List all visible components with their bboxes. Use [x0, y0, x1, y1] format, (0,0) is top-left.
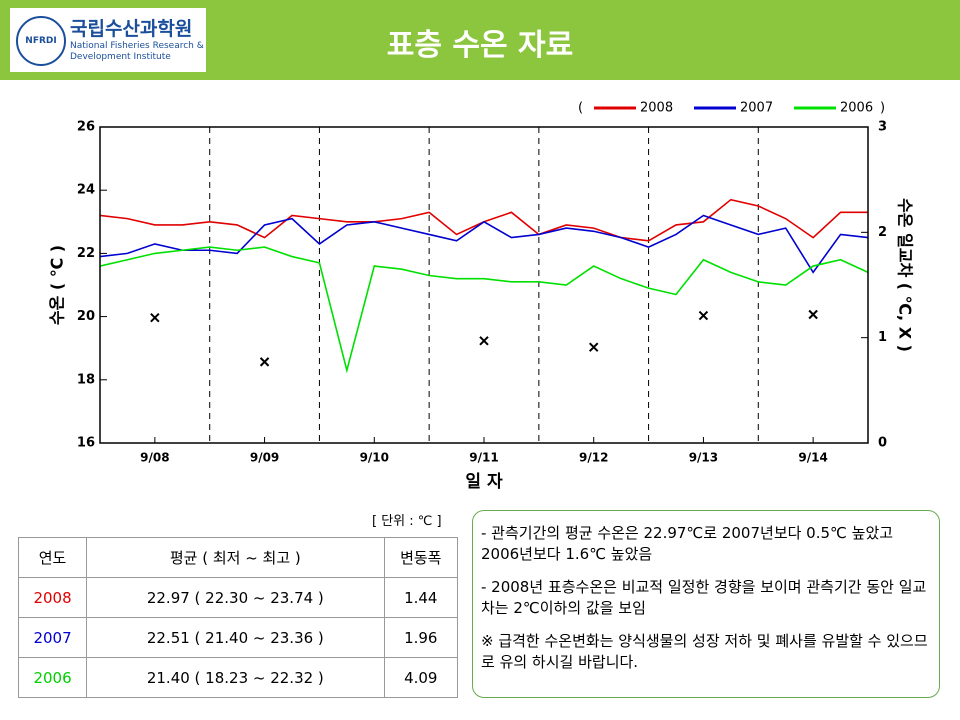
x-axis-label: 일 자 — [465, 472, 503, 492]
table-row: 2006 21.40 ( 18.23 ~ 22.32 ) 4.09 — [17, 657, 459, 698]
range-marker — [150, 312, 160, 323]
y2-tick-label: 3 — [878, 120, 887, 135]
legend-label: 2008 — [640, 101, 673, 116]
summary-table: 연도 평균 ( 최저 ~ 최고 ) 변동폭 2008 22.97 ( 22.30 ~ 2… — [17, 537, 459, 698]
legend-label: 2007 — [740, 101, 773, 116]
table-cell: 1.44 — [383, 577, 459, 618]
x-tick-label: 9/14 — [798, 451, 827, 465]
table-row: 2007 22.51 ( 21.40 ~ 23.36 ) 1.96 — [17, 617, 459, 658]
table-cell: 2007 — [17, 617, 88, 658]
unit-label: [ 단위 : ℃ ] — [372, 514, 442, 529]
y-axis-label: 수온 ( ℃ ) — [48, 245, 67, 325]
slide-title: 표층 수온 자료 — [386, 28, 574, 63]
notes-box: - 관측기간의 평균 수온은 22.97℃로 2007년보다 0.5℃ 높았고 … — [472, 510, 940, 698]
table-cell: 2008 — [17, 577, 88, 618]
note-text: ※ 급격한 수온변화는 양식생물의 성장 저하 및 폐사를 유발할 수 있으므로… — [481, 632, 928, 671]
y-tick-label: 26 — [77, 120, 95, 135]
legend-label: 2006 — [840, 101, 873, 116]
series-line — [99, 246, 869, 374]
logo-name: 국립수산과학원 — [70, 18, 193, 40]
header-cell: 연도 — [17, 537, 88, 578]
plot-frame — [99, 126, 869, 444]
table-cell: 2006 — [17, 657, 88, 698]
x-tick-label: 9/10 — [360, 451, 389, 465]
series-line — [99, 198, 868, 242]
y-tick-label: 16 — [77, 436, 95, 451]
range-marker — [808, 309, 818, 320]
range-marker — [589, 342, 599, 352]
table-cell: 4.09 — [383, 657, 459, 698]
y-tick-label: 18 — [77, 372, 95, 387]
table-cell: 1.96 — [383, 617, 459, 658]
y2-tick-label: 0 — [878, 436, 887, 451]
y-tick-label: 20 — [77, 309, 95, 324]
note-text: - 관측기간의 평균 수온은 22.97℃로 2007년보다 0.5℃ 높았고 … — [481, 524, 894, 563]
legend-paren: ( — [578, 101, 583, 116]
table-cell: 22.51 ( 21.40 ~ 23.36 ) — [86, 617, 385, 658]
x-tick-label: 9/11 — [469, 451, 498, 465]
x-tick-label: 9/12 — [579, 451, 608, 465]
header-cell: 평균 ( 최저 ~ 최고 ) — [86, 537, 385, 578]
range-marker — [479, 336, 489, 346]
legend-paren: ) — [880, 101, 885, 116]
series-line — [99, 214, 869, 274]
range-marker — [698, 310, 709, 321]
logo-subtitle: National Fisheries Research & Developmen… — [70, 41, 204, 62]
y2-tick-label: 2 — [878, 225, 887, 240]
x-tick-label: 9/13 — [689, 451, 718, 465]
table-header-row: 연도 평균 ( 최저 ~ 최고 ) 변동폭 — [17, 537, 459, 578]
y2-axis-label: 수온 일교차 ( ℃, X ) — [896, 198, 915, 352]
header-band: NFRDI 국립수산과학원 National Fisheries Researc… — [0, 0, 960, 80]
chart: 9/08 9/09 9/10 9/11 9/12 9/13 9/14161820222426… — [48, 101, 915, 493]
y2-tick-label: 1 — [878, 330, 887, 345]
note-text: - 2008년 표층수온은 비교적 일정한 경향을 보이며 관측기간 동안 일교… — [481, 578, 927, 617]
y-tick-label: 22 — [77, 246, 95, 261]
y-tick-label: 24 — [77, 183, 95, 198]
header-cell: 변동폭 — [383, 537, 459, 578]
range-marker — [259, 357, 270, 367]
logo: NFRDI 국립수산과학원 National Fisheries Researc… — [10, 8, 206, 72]
logo-mark: NFRDI — [16, 16, 66, 66]
table-row: 2008 22.97 ( 22.30 ~ 23.74 ) 1.44 — [17, 577, 459, 618]
table-cell: 22.97 ( 22.30 ~ 23.74 ) — [86, 577, 385, 618]
x-tick-label: 9/09 — [250, 451, 279, 465]
table-cell: 21.40 ( 18.23 ~ 22.32 ) — [86, 657, 385, 698]
x-tick-label: 9/08 — [140, 451, 169, 465]
